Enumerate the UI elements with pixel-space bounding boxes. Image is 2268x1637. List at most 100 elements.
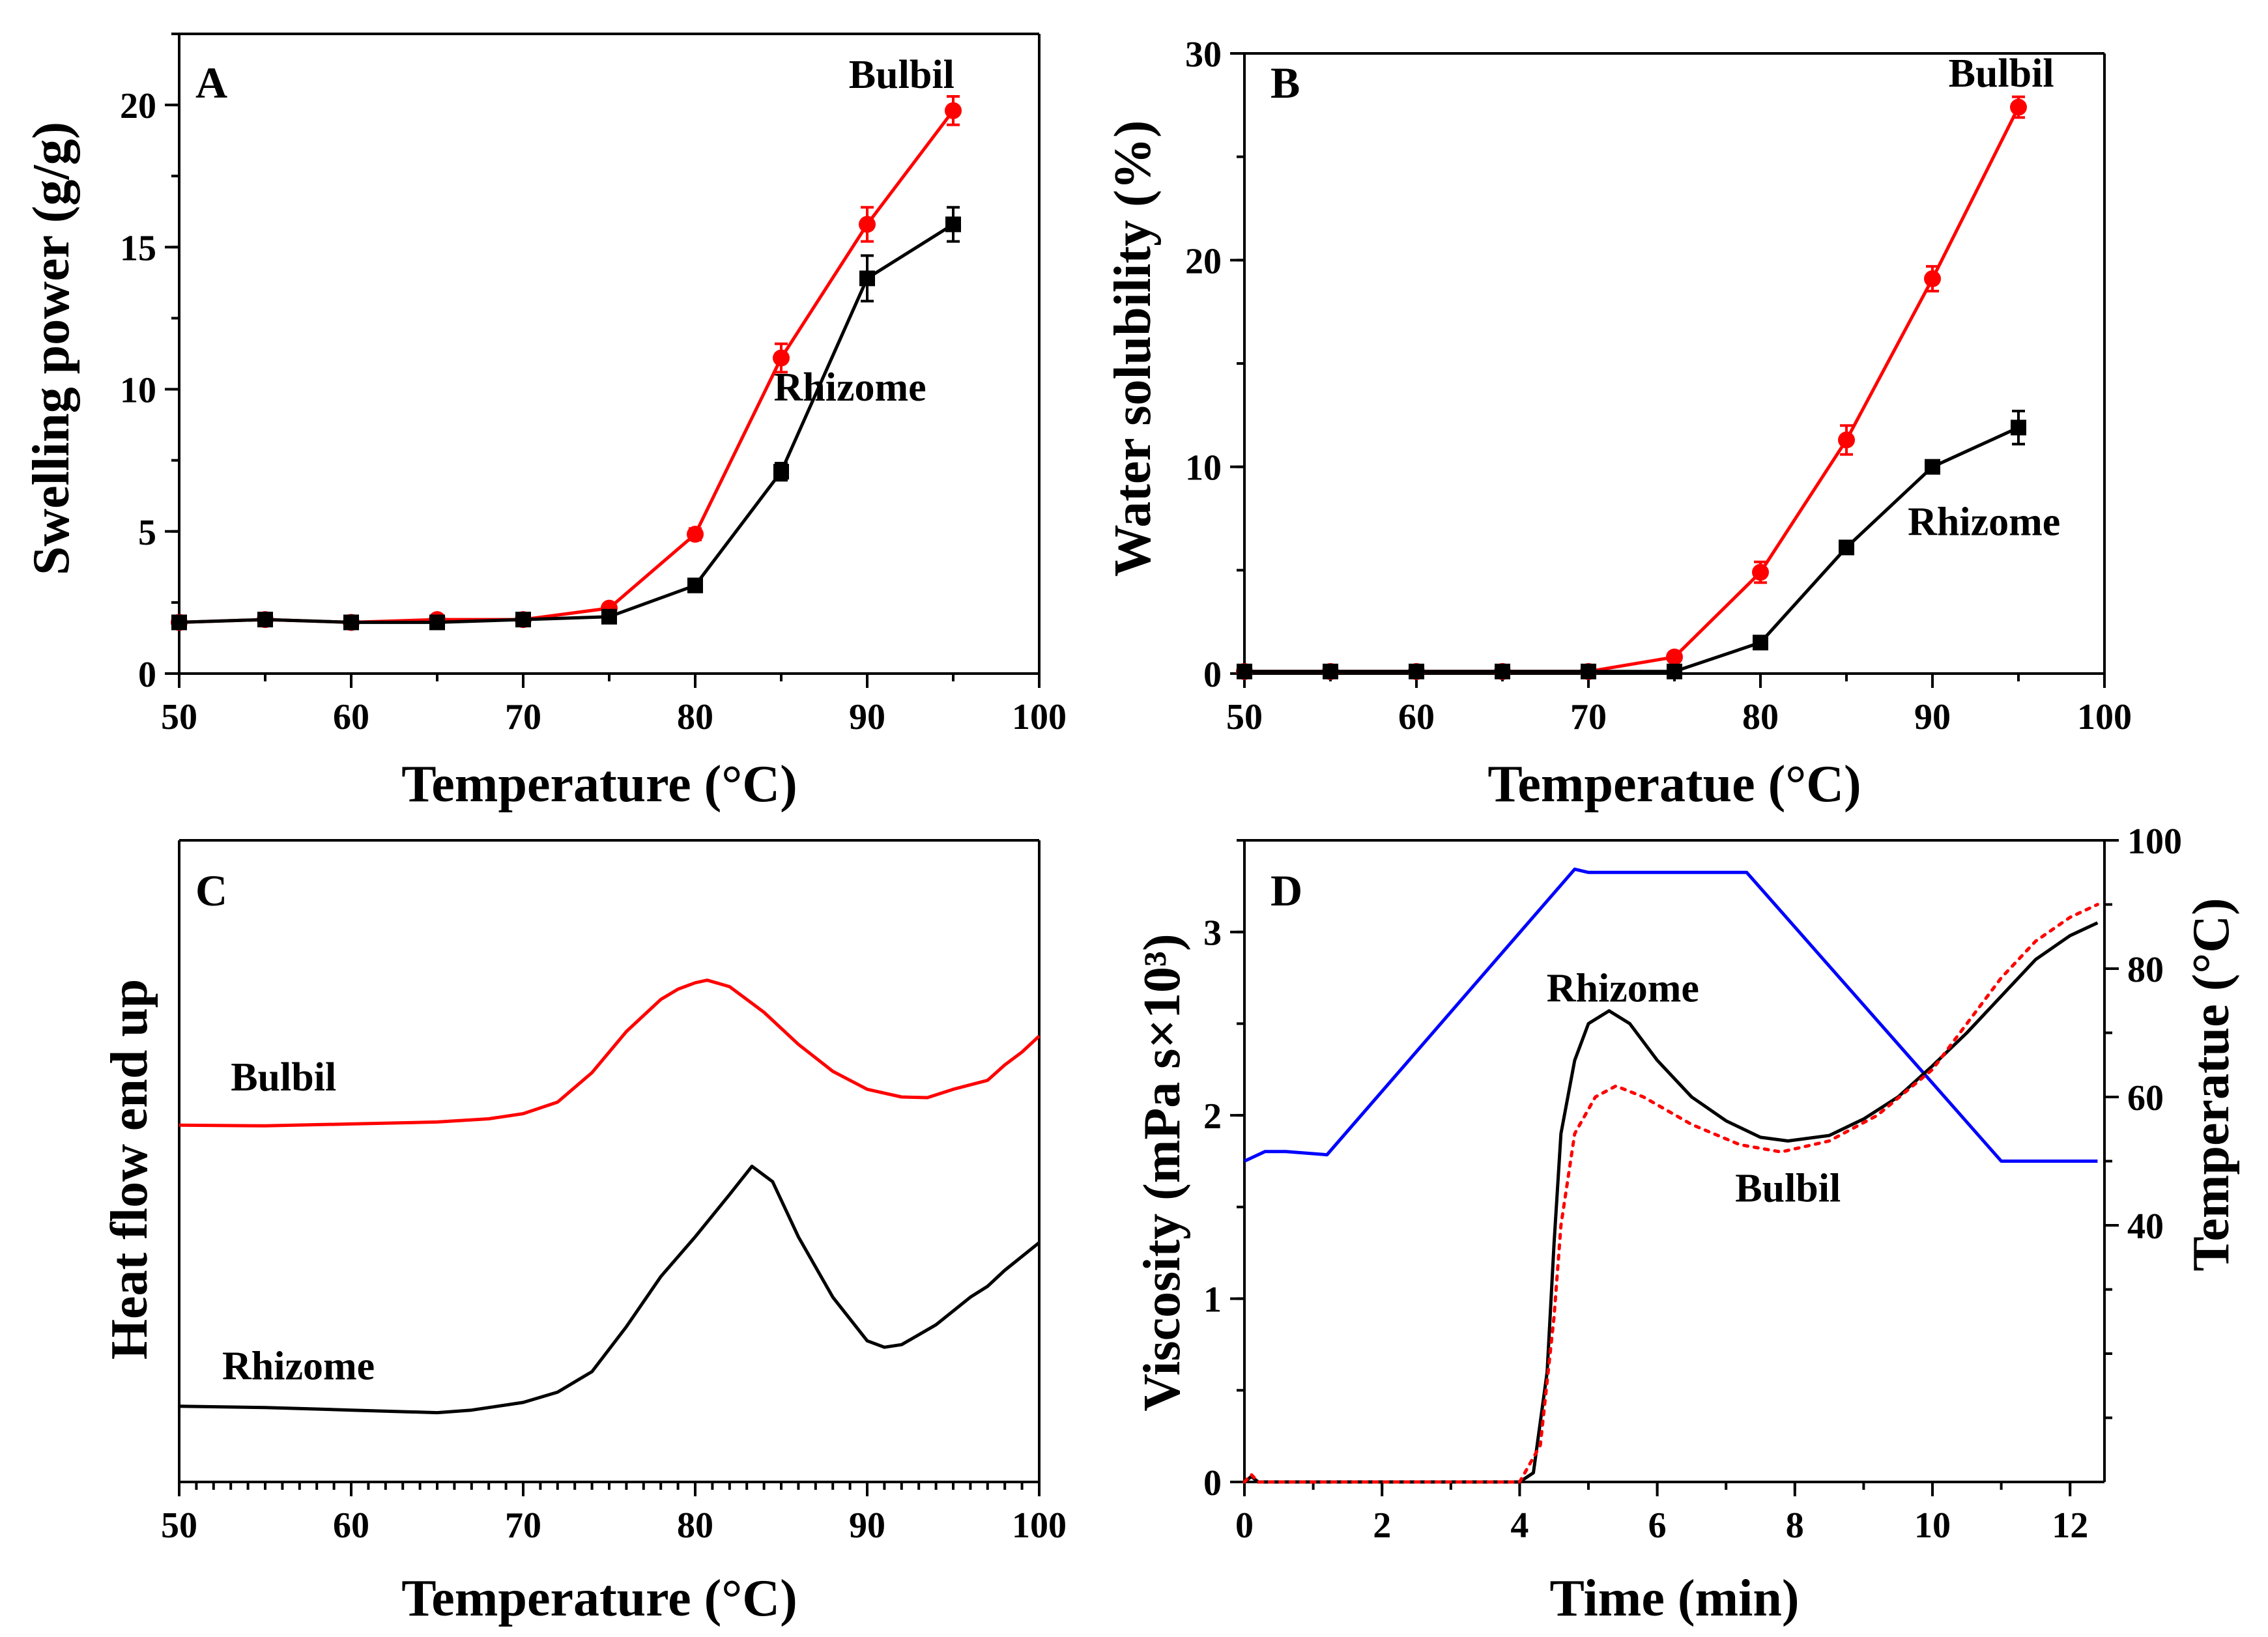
panel-a-annotation-bulbil: Bulbil xyxy=(849,53,955,97)
panel-d-x-tick-label: 4 xyxy=(1510,1505,1529,1546)
panel-b-water-solubility: B Temperatue (°C) Water solubility (%) B… xyxy=(1104,35,2132,813)
panel-d-y-tick-label: 0 xyxy=(1203,1463,1222,1503)
panel-d-y-tick-label: 1 xyxy=(1203,1280,1222,1320)
panel-a-series-bulbil-point xyxy=(945,102,962,119)
panel-a-series-rhizome-point xyxy=(601,608,617,625)
panel-b-series-rhizome-point xyxy=(1581,663,1596,679)
panel-b-series-rhizome-point xyxy=(1323,663,1338,679)
panel-a-series-rhizome-point xyxy=(945,216,961,233)
panel-c-label: C xyxy=(195,866,227,915)
panel-a-series-bulbil-point xyxy=(773,349,790,367)
panel-a-x-tick-label: 70 xyxy=(505,697,541,737)
panel-d-series-temperature-line xyxy=(1243,867,2098,1163)
panel-a-series-rhizome-point xyxy=(257,612,273,628)
panel-c-xlabel: Temperature (°C) xyxy=(401,1570,797,1627)
panel-a-x-tick-label: 60 xyxy=(333,697,369,737)
panel-d-annotation-rhizome: Rhizome xyxy=(1547,967,1699,1011)
panel-b-series-rhizome-point xyxy=(1667,663,1682,679)
panel-d-series-rhizome-line xyxy=(1243,921,2099,1484)
panel-d-y-tick-label: 2 xyxy=(1203,1096,1222,1137)
panel-b-x-tick-label: 60 xyxy=(1398,697,1435,737)
panel-d-x-tick-label: 0 xyxy=(1235,1505,1254,1546)
panel-d-viscosity: D Time (min) Viscosity (mPa s×10³) Tempe… xyxy=(1134,821,2240,1627)
panel-a-y-tick-label: 5 xyxy=(138,513,156,553)
panel-c-ylabel: Heat flow end up xyxy=(101,979,158,1360)
panel-b-y-tick-label: 0 xyxy=(1203,655,1222,695)
panel-a-xlabel: Temperature (°C) xyxy=(401,756,797,813)
panel-b-series-rhizome-point xyxy=(1495,663,1510,679)
panel-a-label: A xyxy=(195,58,227,107)
panel-a-x-tick-label: 80 xyxy=(677,697,713,737)
panel-b-series-bulbil-point xyxy=(1752,563,1769,581)
panel-b-series-bulbil-point xyxy=(1838,431,1855,449)
panel-a-series-rhizome-point xyxy=(171,614,187,631)
panel-a-series-rhizome-line xyxy=(179,223,955,624)
panel-c-heat-flow: C Temperature (°C) Heat flow end up Bulb… xyxy=(101,839,1067,1627)
panel-b-y-tick-label: 30 xyxy=(1185,35,1222,75)
panel-b-series-rhizome-point xyxy=(1237,663,1252,679)
panel-d-x-tick-label: 8 xyxy=(1786,1505,1804,1546)
panel-d-y-tick-label: 3 xyxy=(1203,913,1222,954)
panel-b-x-tick-label: 80 xyxy=(1742,697,1779,737)
panel-b-series-rhizome-point xyxy=(1839,539,1854,556)
panel-b-label: B xyxy=(1270,58,1300,107)
panel-d-y2-tick-label: 80 xyxy=(2127,950,2164,990)
panel-a-series-bulbil-point xyxy=(687,526,704,543)
panel-a-x-tick-label: 50 xyxy=(161,697,197,737)
panel-b-y-tick-label: 10 xyxy=(1185,448,1222,489)
panel-b-series-bulbil-point xyxy=(2010,98,2027,116)
panel-d-ylabel: Viscosity (mPa s×10³) xyxy=(1134,933,1191,1411)
panel-a-series-rhizome-point xyxy=(343,614,359,631)
panel-d-annotation-bulbil: Bulbil xyxy=(1735,1166,1841,1210)
panel-c-x-tick-label: 80 xyxy=(677,1505,713,1546)
panel-b-series-bulbil-point xyxy=(1924,270,1941,287)
panel-d-y2label: Temperatue (°C) xyxy=(2183,898,2240,1271)
panel-b-series-rhizome-point xyxy=(2011,420,2026,436)
panel-d-x-tick-label: 2 xyxy=(1373,1505,1391,1546)
panel-c-annotation-rhizome: Rhizome xyxy=(222,1344,375,1388)
panel-a-series-bulbil-point xyxy=(859,216,876,233)
panel-b-x-tick-label: 90 xyxy=(1914,697,1951,737)
panel-b-series-rhizome-point xyxy=(1409,663,1424,679)
panel-a-annotation-rhizome: Rhizome xyxy=(774,365,926,410)
panel-b-series-rhizome-point xyxy=(1925,459,1940,475)
panel-c-x-tick-label: 60 xyxy=(333,1505,369,1546)
panel-b-x-tick-label: 70 xyxy=(1570,697,1607,737)
panel-d-y2-tick-label: 100 xyxy=(2127,821,2182,862)
panel-b-x-tick-label: 100 xyxy=(2077,697,2132,737)
panel-d-x-tick-label: 10 xyxy=(1914,1505,1951,1546)
panel-c-series-rhizome-line xyxy=(179,1164,1041,1415)
panel-a-series-rhizome-point xyxy=(429,614,445,631)
panel-c-x-tick-label: 100 xyxy=(1012,1505,1067,1546)
panel-c-series-bulbil-line xyxy=(179,978,1041,1128)
panel-a-y-tick-label: 15 xyxy=(120,228,156,268)
panel-d-xlabel: Time (min) xyxy=(1550,1570,1800,1627)
panel-a-y-tick-label: 0 xyxy=(138,655,156,695)
panel-d-x-tick-label: 6 xyxy=(1648,1505,1667,1546)
panel-b-series-bulbil-line xyxy=(1244,106,2020,674)
panel-d-y2-tick-label: 40 xyxy=(2127,1206,2164,1247)
panel-a-series-rhizome-point xyxy=(773,464,789,480)
panel-c-x-tick-label: 50 xyxy=(161,1505,197,1546)
panel-a-ylabel: Swelling power (g/g) xyxy=(23,122,80,575)
panel-b-annotation-rhizome: Rhizome xyxy=(1908,500,2060,544)
panel-b-series-bulbil-point xyxy=(1666,648,1683,666)
panel-a-series-rhizome-point xyxy=(687,577,703,593)
panel-c-x-tick-label: 90 xyxy=(849,1505,885,1546)
panel-b-series-rhizome-point xyxy=(1753,634,1768,651)
panel-b-xlabel: Temperatue (°C) xyxy=(1487,756,1861,813)
panel-a-x-tick-label: 100 xyxy=(1012,697,1067,737)
panel-a-y-tick-label: 10 xyxy=(120,371,156,411)
panel-b-y-tick-label: 20 xyxy=(1185,241,1222,281)
panel-a-series-rhizome-point xyxy=(515,612,531,628)
panel-a-x-tick-label: 90 xyxy=(849,697,885,737)
panel-c-annotation-bulbil: Bulbil xyxy=(231,1055,336,1100)
panel-c-x-tick-label: 70 xyxy=(505,1505,541,1546)
panel-d-series-bulbil-line xyxy=(1242,903,2099,1484)
panel-d-y2-tick-label: 60 xyxy=(2127,1078,2164,1118)
panel-a-swelling-power: A Temperature (°C) Swelling power (g/g) … xyxy=(23,33,1067,813)
panel-b-series-rhizome-line xyxy=(1244,426,2020,674)
panel-b-annotation-bulbil: Bulbil xyxy=(1949,51,2054,96)
panel-d-label: D xyxy=(1270,866,1302,915)
